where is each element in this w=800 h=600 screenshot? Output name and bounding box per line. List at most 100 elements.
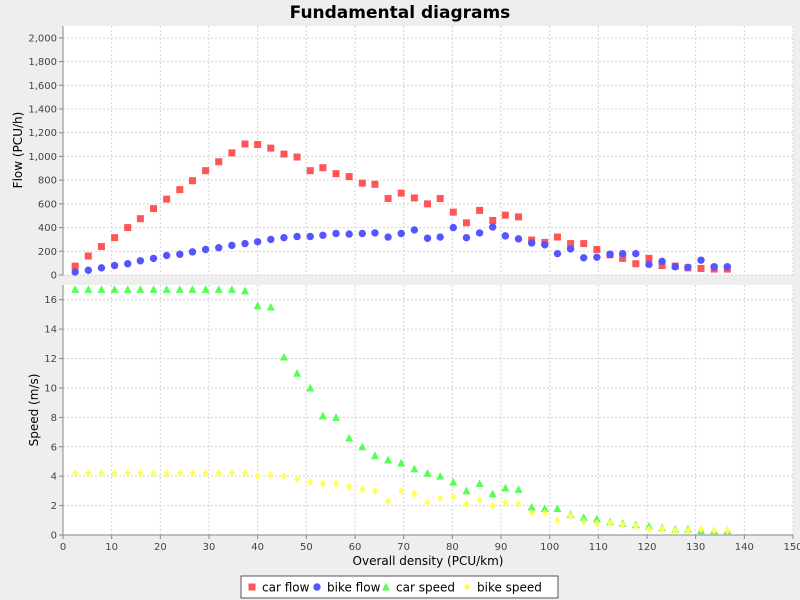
bike-speed-point <box>424 498 431 507</box>
bike-speed-point <box>724 526 731 535</box>
bike-flow-point <box>671 263 679 271</box>
x-tick-label: 140 <box>735 542 754 553</box>
car-flow-point <box>306 167 314 175</box>
car-speed-point <box>397 458 406 467</box>
car-flow-point <box>384 195 392 203</box>
bike-flow-point <box>423 234 432 242</box>
bike-speed-point <box>280 472 287 481</box>
flow-series <box>71 140 731 276</box>
x-tick-label: 130 <box>686 542 705 553</box>
bike-flow-point <box>580 254 588 262</box>
bike-speed-point <box>567 511 574 520</box>
legend-item-car-flow: car flow <box>248 581 310 595</box>
car-speed-point <box>436 471 445 480</box>
car-flow-point <box>553 233 561 241</box>
car-speed-point <box>188 285 197 293</box>
bike-flow-point <box>280 233 288 242</box>
bike-flow-point <box>606 250 614 258</box>
bike-speed-point <box>150 469 157 478</box>
flow-y-tick-label: 200 <box>38 247 57 258</box>
flow-y-tick-label: 1,600 <box>28 81 57 92</box>
car-speed-point <box>241 286 250 295</box>
speed-y-tick-label: 2 <box>51 501 57 512</box>
x-tick-label: 30 <box>203 542 216 553</box>
car-flow-point <box>462 219 470 227</box>
car-flow-point <box>254 141 262 149</box>
speed-series <box>71 285 732 535</box>
bike-flow-point <box>84 266 93 274</box>
bike-flow-point <box>201 245 210 254</box>
flow-y-tick-label: 800 <box>38 176 57 187</box>
car-speed-point <box>501 483 510 492</box>
car-speed-point <box>279 352 288 361</box>
bike-flow-point <box>149 254 158 263</box>
car-flow-point <box>163 195 171 203</box>
legend-item-bike-speed: bike speed <box>464 581 542 595</box>
bike-speed-point <box>684 526 691 535</box>
bike-speed-point <box>619 520 626 529</box>
bike-flow-point <box>593 253 601 261</box>
car-speed-point <box>488 489 497 498</box>
bike-speed-point <box>489 501 496 510</box>
bike-speed-point <box>476 495 483 504</box>
car-flow-point <box>645 254 653 262</box>
bike-speed-point <box>645 525 652 534</box>
bike-flow-point <box>462 233 471 242</box>
car-flow-point <box>150 205 158 213</box>
legend-car-flow-marker <box>248 583 256 591</box>
speed-y-axis-label: Speed (m/s) <box>27 374 41 447</box>
x-tick-label: 50 <box>300 542 313 553</box>
bike-speed-point <box>333 479 340 488</box>
flow-y-tick-label: 1,000 <box>28 152 57 163</box>
car-flow-point <box>424 200 432 208</box>
bike-speed-point <box>294 475 301 484</box>
car-speed-point <box>592 514 601 523</box>
bike-speed-point <box>215 469 222 478</box>
car-flow-point <box>489 216 497 224</box>
speed-y-tick-label: 12 <box>44 354 57 365</box>
x-tick-label: 60 <box>349 542 362 553</box>
bike-speed-point <box>672 526 679 535</box>
car-flow-point <box>293 153 301 161</box>
bike-flow-point <box>228 241 236 250</box>
speed-y-axis: 0 2 4 6 8 10 12 14 16 <box>44 285 64 542</box>
bike-speed-point <box>450 492 457 501</box>
x-tick-label: 80 <box>446 542 459 553</box>
bike-flow-point <box>501 232 510 240</box>
flow-y-tick-label: 1,800 <box>28 57 57 68</box>
speed-y-tick-label: 14 <box>44 325 57 336</box>
car-speed-point <box>110 285 119 293</box>
bike-speed-point <box>242 469 249 478</box>
legend-car-speed-marker <box>382 582 390 591</box>
car-speed-point <box>462 486 471 495</box>
bike-flow-point <box>384 233 392 241</box>
flow-gridlines <box>62 26 794 276</box>
bike-speed-point <box>124 469 131 478</box>
bike-speed-point <box>632 522 639 531</box>
x-axis: 0 10 20 30 40 50 60 70 80 90 100 110 120 130 140 150 <box>60 534 800 553</box>
bike-speed-point <box>307 478 314 487</box>
legend-label: car speed <box>396 581 455 595</box>
car-speed-point <box>318 411 327 420</box>
series-car-speed <box>71 285 732 535</box>
bike-flow-point <box>253 238 262 246</box>
bike-flow-point <box>684 263 692 271</box>
bike-speed-point <box>98 469 105 478</box>
bike-speed-point <box>398 486 405 495</box>
bike-speed-point <box>463 500 470 509</box>
flow-y-axis: 0 200 400 600 800 1,000 1,200 1,400 1,600 1,800 2,… <box>28 26 64 282</box>
bike-speed-point <box>580 517 587 526</box>
car-speed-point <box>136 285 145 293</box>
car-flow-point <box>580 240 588 248</box>
car-flow-point <box>280 150 288 158</box>
bike-speed-point <box>72 469 79 478</box>
legend-label: car flow <box>262 581 310 595</box>
car-flow-point <box>515 213 523 221</box>
bike-flow-point <box>215 244 223 252</box>
car-speed-point <box>514 485 523 493</box>
bike-speed-point <box>189 469 196 478</box>
car-speed-point <box>293 369 302 377</box>
bike-speed-point <box>137 469 144 478</box>
bike-flow-point <box>124 260 132 268</box>
legend: car flow bike flow car speed bike speed <box>240 575 559 599</box>
